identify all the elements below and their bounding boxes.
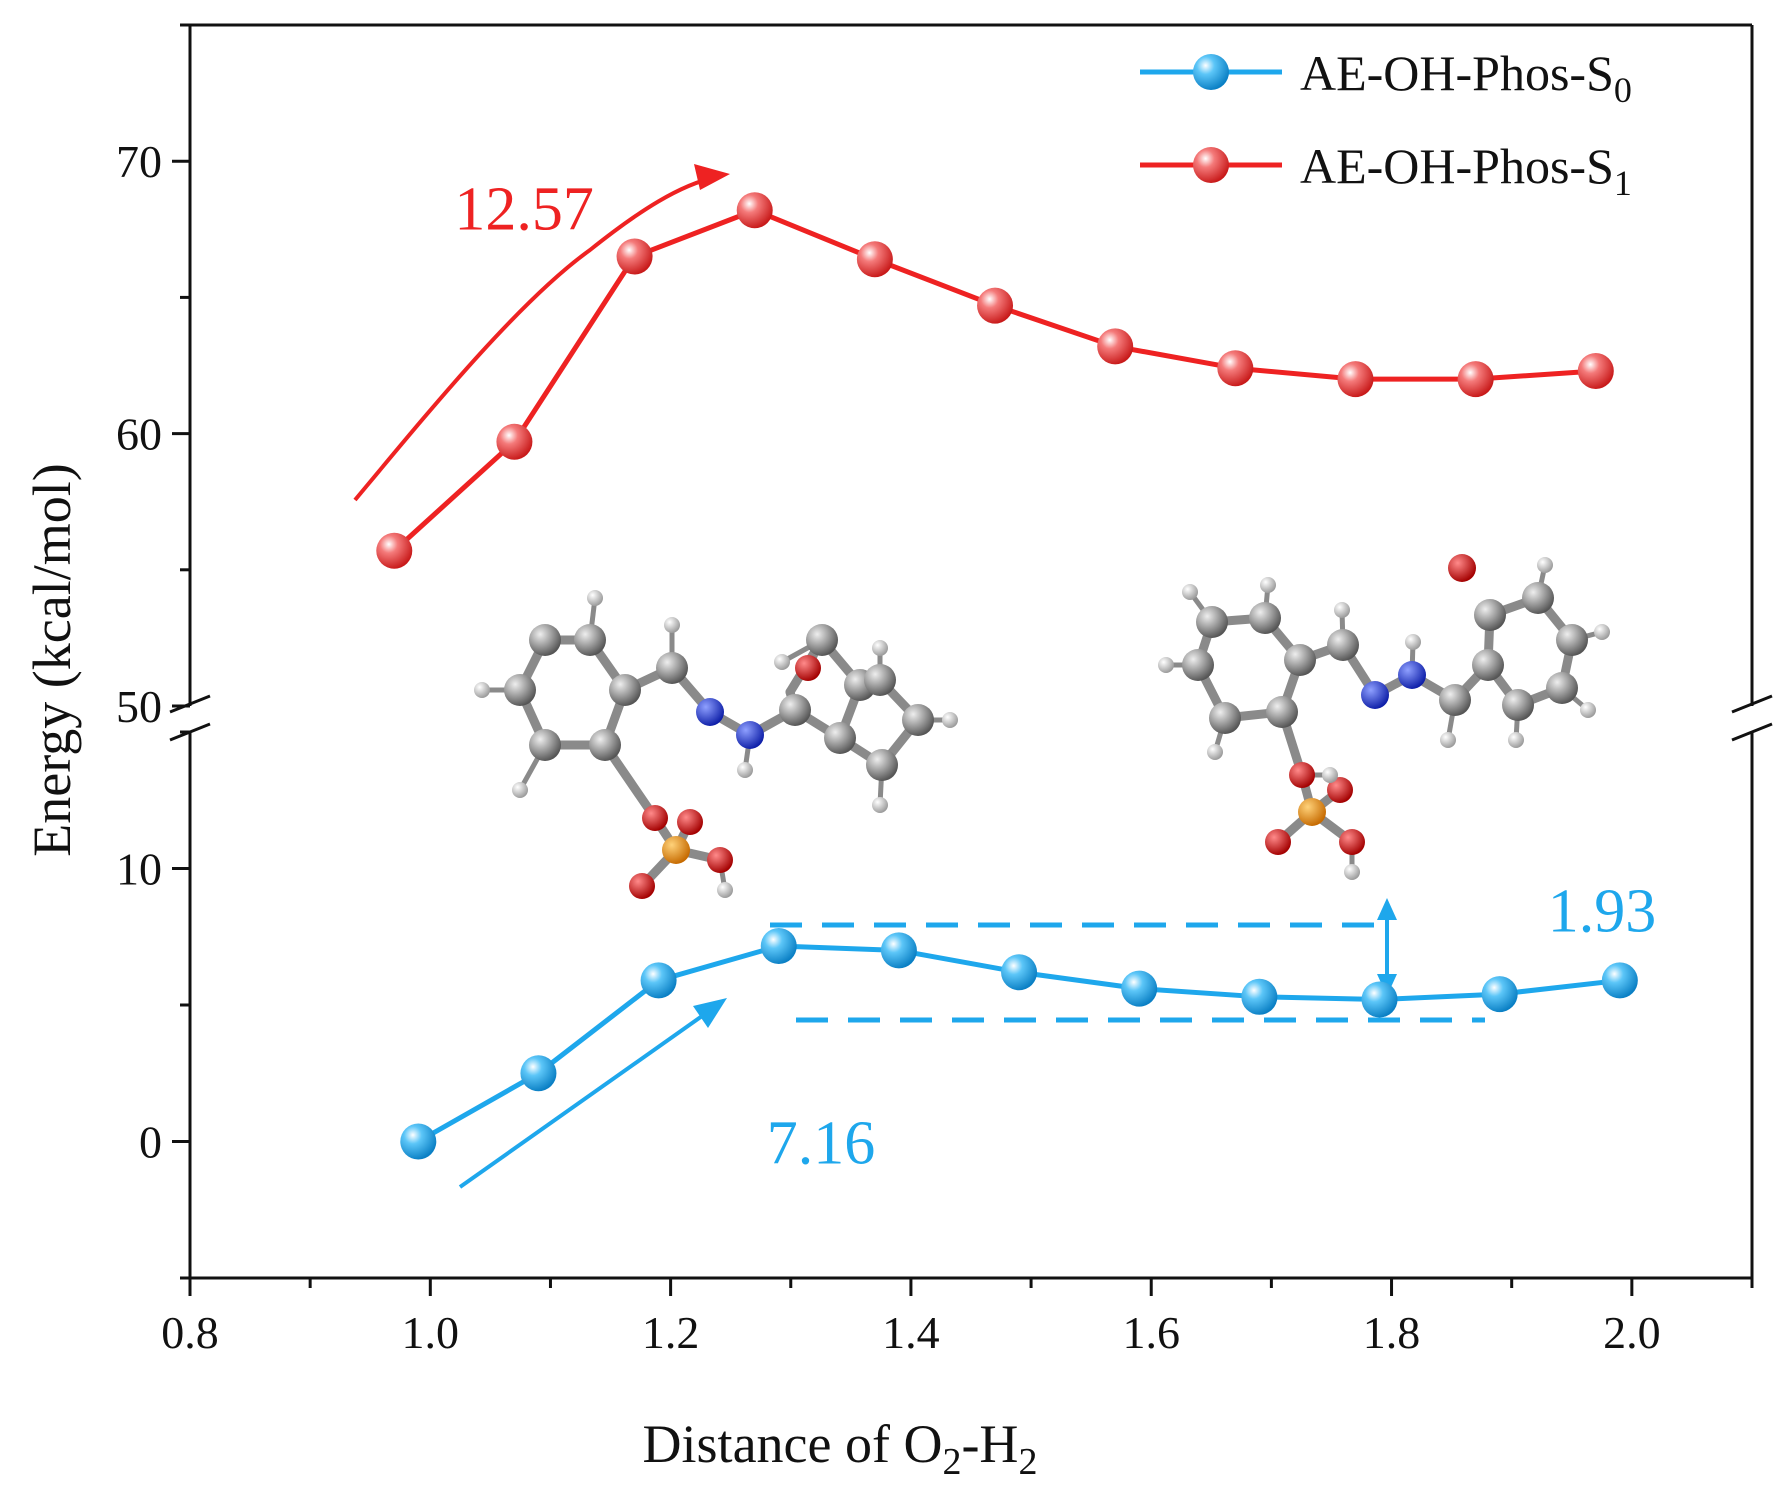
legend-label-s0: AE-OH-Phos-S0 <box>1300 45 1632 110</box>
data-point <box>1577 352 1614 389</box>
x-tick-label: 1.8 <box>1363 1307 1421 1358</box>
data-point <box>1217 350 1254 387</box>
data-point <box>1457 361 1494 398</box>
molecule-structure-left <box>474 590 958 899</box>
data-point <box>520 1055 557 1092</box>
x-tick-label: 2.0 <box>1603 1307 1661 1358</box>
data-point <box>1481 976 1518 1013</box>
x-axis-ticks: 0.8 1.0 1.2 1.4 1.6 1.8 2.0 <box>161 1278 1754 1358</box>
y-tick-label: 10 <box>116 844 162 895</box>
molecule-structure-right <box>1158 554 1610 880</box>
legend-label-s1: AE-OH-Phos-S1 <box>1300 138 1632 203</box>
x-tick-label: 1.6 <box>1122 1307 1180 1358</box>
legend-item-s1: AE-OH-Phos-S1 <box>1140 138 1632 203</box>
legend-item-s0: AE-OH-Phos-S0 <box>1140 45 1632 110</box>
annotation-label: 1.93 <box>1548 877 1657 945</box>
x-axis-title: Distance of O2-H2 <box>643 1414 1038 1483</box>
y-tick-label: 60 <box>116 409 162 460</box>
data-point <box>1241 978 1278 1015</box>
data-point <box>1001 954 1038 991</box>
data-point <box>856 241 893 278</box>
y-tick-label: 70 <box>116 136 162 187</box>
data-point <box>1601 962 1638 999</box>
data-point <box>376 532 413 569</box>
annotation-labels: 12.57 7.16 1.93 <box>454 175 1656 1177</box>
data-point <box>1337 361 1374 398</box>
data-point <box>1361 981 1398 1018</box>
legend-marker-s1 <box>1193 147 1229 183</box>
s0-barrier-arrow <box>458 998 727 1189</box>
x-tick-label: 1.0 <box>402 1307 460 1358</box>
legend: AE-OH-Phos-S0 AE-OH-Phos-S1 <box>1140 45 1632 203</box>
data-point <box>736 192 773 229</box>
data-point <box>1121 970 1158 1007</box>
y-tick-label: 50 <box>116 681 162 732</box>
data-point <box>760 928 797 965</box>
axis-break-right <box>1731 694 1773 742</box>
annotation-label: 12.57 <box>454 175 594 243</box>
series-0 <box>400 928 1638 1160</box>
y-tick-label: 0 <box>139 1117 162 1168</box>
data-point <box>1097 328 1134 365</box>
plot-frame <box>169 23 1773 1280</box>
legend-marker-s0 <box>1193 54 1229 90</box>
series-layer <box>376 192 1638 1160</box>
s1-barrier-arrow <box>353 164 730 502</box>
data-point <box>640 962 677 999</box>
y-axis-title: Energy (kcal/mol) <box>22 463 82 856</box>
series-1 <box>376 192 1614 569</box>
y-axis-ticks: 0 10 50 60 70 <box>116 23 190 1280</box>
double-arrow-1-93 <box>1377 898 1397 996</box>
data-point <box>977 287 1014 324</box>
x-tick-label: 1.2 <box>642 1307 700 1358</box>
data-point <box>496 423 533 460</box>
x-tick-label: 1.4 <box>882 1307 940 1358</box>
data-point <box>400 1123 437 1160</box>
data-point <box>616 238 653 275</box>
x-tick-label: 0.8 <box>161 1307 219 1358</box>
annotation-label: 7.16 <box>767 1109 876 1177</box>
data-point <box>880 932 917 969</box>
annotation-guides <box>353 164 1485 1189</box>
